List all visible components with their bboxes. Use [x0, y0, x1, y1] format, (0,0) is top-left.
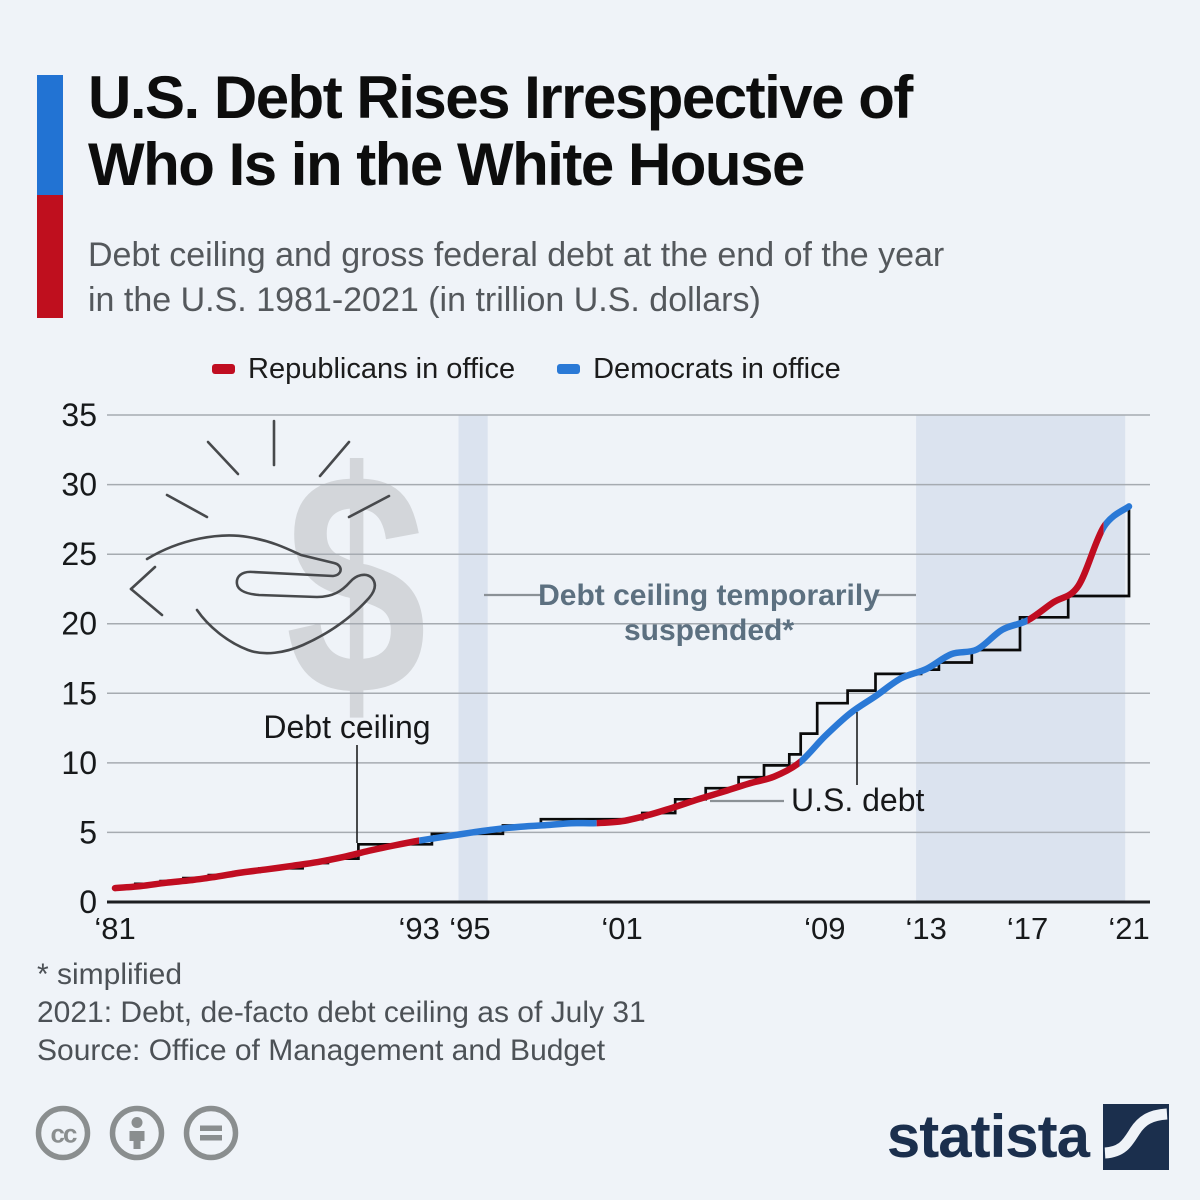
cc-by-person-icon[interactable]: [109, 1105, 165, 1161]
y-tick-0: 0: [79, 884, 97, 920]
page-subtitle-line1: Debt ceiling and gross federal debt at t…: [88, 236, 945, 274]
page-title-line1: U.S. Debt Rises Irrespective of: [88, 64, 913, 131]
y-tick-15: 15: [61, 675, 97, 711]
chart-area: $ Debt ceiling U.S. debt Debt ceiling te…: [0, 395, 1200, 955]
suspension-band-1: [458, 415, 488, 902]
svg-text:$: $: [285, 407, 426, 763]
suspension-band-2: [916, 415, 1126, 902]
y-tick-10: 10: [61, 745, 97, 781]
x-tick-1995: ‘95: [449, 911, 490, 946]
accent-bar-blue-segment: [37, 75, 63, 195]
page-subtitle: Debt ceiling and gross federal debt at t…: [88, 233, 1148, 323]
x-tick-2017: ‘17: [1007, 911, 1048, 946]
y-tick-35: 35: [61, 397, 97, 433]
statista-branding[interactable]: statista: [887, 1102, 1169, 1171]
us-debt-line-republicans-2000: [596, 758, 800, 827]
page-title: U.S. Debt Rises Irrespective of Who Is i…: [88, 64, 1168, 198]
us-debt-annotation: U.S. debt: [791, 782, 925, 818]
suspended-annotation-line1: Debt ceiling temporarily: [538, 579, 880, 612]
page-title-line2: Who Is in the White House: [88, 131, 805, 198]
title-accent-bar: [37, 75, 63, 318]
legend-label-republicans: Republicans in office: [248, 352, 516, 385]
footnote-source: Source: Office of Management and Budget: [37, 1034, 606, 1067]
republicans-swatch-icon: [212, 364, 235, 374]
statista-logo-icon: [1103, 1103, 1169, 1170]
hand-receiving-dollar-icon: [129, 419, 391, 655]
debt-chart: $ Debt ceiling U.S. debt Debt ceiling te…: [61, 397, 1150, 946]
suspended-annotation-line2: suspended*: [624, 614, 794, 647]
footnote-2021: 2021: Debt, de-facto debt ceiling as of …: [37, 996, 646, 1029]
debt-ceiling-annotation: Debt ceiling: [263, 709, 430, 745]
accent-bar-red-segment: [37, 195, 63, 318]
legend-item-republicans: Republicans in office: [212, 353, 515, 386]
page-subtitle-line2: in the U.S. 1981-2021 (in trillion U.S. …: [88, 281, 761, 319]
x-tick-2021: ‘21: [1108, 911, 1149, 946]
chart-legend: Republicans in office Democrats in offic…: [212, 351, 841, 387]
x-tick-2013: ‘13: [906, 911, 947, 946]
y-tick-25: 25: [61, 536, 97, 572]
democrats-swatch-icon: [557, 364, 581, 374]
cc-icon[interactable]: cc: [35, 1105, 91, 1161]
y-tick-30: 30: [61, 467, 97, 503]
y-tick-20: 20: [61, 606, 97, 642]
footnote-simplified: * simplified: [37, 958, 183, 991]
x-tick-2001: ‘01: [601, 911, 642, 946]
x-tick-2009: ‘09: [804, 911, 845, 946]
x-tick-1981: ‘81: [94, 911, 135, 946]
svg-text:cc: cc: [51, 1119, 77, 1149]
cc-license-row[interactable]: cc: [35, 1105, 239, 1161]
x-tick-1993: ‘93: [399, 911, 440, 946]
y-tick-5: 5: [79, 814, 97, 850]
us-debt-line-democrats-2008: [799, 616, 1028, 767]
cc-nd-equals-icon[interactable]: [183, 1105, 239, 1161]
footnotes: * simplified 2021: Debt, de-facto debt c…: [37, 956, 646, 1070]
us-debt-line-republicans-1981: [111, 837, 420, 892]
dollar-watermark: $: [285, 407, 426, 763]
legend-label-democrats: Democrats in office: [593, 352, 841, 385]
legend-item-democrats: Democrats in office: [557, 353, 841, 386]
statista-logo-text: statista: [886, 1103, 1090, 1170]
